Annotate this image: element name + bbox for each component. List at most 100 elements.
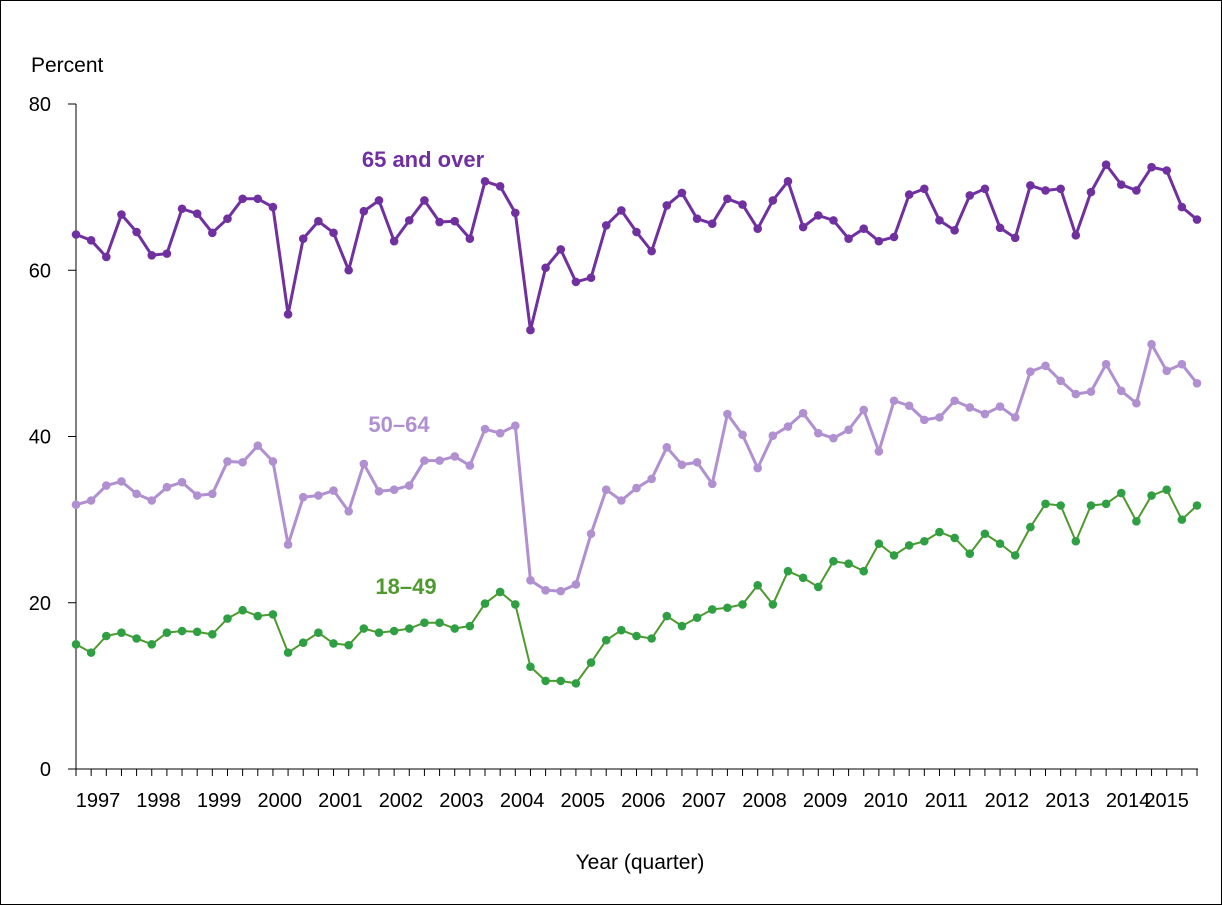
data-point [1147,162,1156,172]
x-tick-label: 2014 [1106,790,1151,812]
data-point [965,191,975,200]
data-point [298,492,308,502]
data-point [298,234,308,243]
data-point [647,474,656,484]
data-point [995,539,1005,549]
data-point [995,223,1005,233]
data-point [117,628,126,637]
data-point [980,529,990,539]
data-point [692,613,702,623]
data-point [647,634,656,643]
x-tick-label: 2015 [1144,790,1189,812]
data-point [268,457,278,466]
data-point [132,634,141,643]
data-point [253,194,263,204]
data-point [162,482,172,492]
data-point [798,573,808,583]
y-ticks: 0 20 40 60 80 [29,94,76,781]
data-point [980,184,990,194]
data-point [253,611,263,621]
data-point [223,614,232,623]
series-2 [71,485,1202,688]
data-point [1071,231,1081,240]
data-point [692,457,702,467]
data-point [632,227,641,237]
data-point [374,628,384,637]
data-point [571,580,581,589]
data-point [1101,499,1111,509]
data-point [753,580,762,590]
data-point [617,496,626,505]
data-point [874,539,884,549]
data-point [783,422,793,431]
data-point [1101,160,1111,169]
data-point [359,206,369,216]
data-point [480,424,490,434]
data-point [511,600,520,609]
x-tick-label: 2010 [863,790,908,812]
x-tick-label: 2002 [379,790,424,812]
x-axis-title: Year (quarter) [576,851,705,874]
data-point [1010,551,1020,560]
data-point [450,452,460,461]
data-point [935,527,944,537]
data-point [813,211,823,220]
data-point [662,611,672,621]
data-point [723,409,732,419]
data-point [359,624,369,633]
data-point [889,396,899,406]
data-point [920,536,929,546]
data-point [177,626,187,636]
y-tick-label: 40 [29,427,51,449]
data-point [208,489,217,499]
data-point [480,599,490,608]
data-point [829,216,838,225]
data-point [450,216,460,226]
data-point [329,486,338,495]
data-point [101,252,111,262]
x-tick-label: 2009 [803,790,848,812]
data-point [101,631,111,641]
x-tick-label: 2013 [1045,790,1090,812]
data-point [86,236,96,245]
data-point [844,425,853,435]
data-point [738,600,747,609]
x-tick-label: 2000 [257,790,302,812]
y-tick-label: 80 [29,94,51,116]
data-point [541,585,550,595]
data-point [1101,359,1111,369]
data-point [692,214,702,224]
data-point [374,196,384,205]
data-point [86,648,96,657]
y-tick-label: 60 [29,260,51,282]
data-point [1086,501,1096,510]
data-point [904,401,914,411]
data-point [617,625,626,635]
data-point [132,489,141,499]
data-point [404,624,414,633]
series-1 [71,339,1202,596]
data-point [404,216,414,225]
data-point [1132,186,1141,195]
data-point [1041,361,1050,371]
data-point [844,559,853,568]
series-label-18-49: 18–49 [375,574,436,599]
data-point [753,224,762,233]
y-axis-title: Percent [31,54,104,77]
data-point [571,277,581,287]
data-point [662,201,672,210]
data-point [389,236,399,246]
data-point [1056,184,1065,194]
data-point [404,481,414,490]
data-point [904,541,914,550]
data-point [965,549,975,559]
data-point [723,194,732,204]
data-point [1162,166,1172,175]
y-tick-label: 20 [29,593,51,615]
data-point [586,529,596,539]
data-point [753,463,762,473]
data-point [950,226,959,235]
data-point [147,496,157,505]
data-point [435,217,444,227]
